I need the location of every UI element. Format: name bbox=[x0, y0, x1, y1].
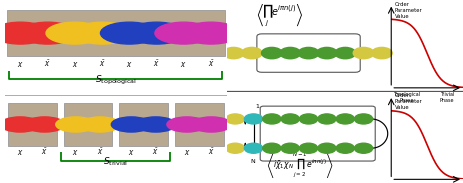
Circle shape bbox=[226, 114, 244, 124]
Circle shape bbox=[128, 22, 186, 44]
Circle shape bbox=[318, 114, 336, 124]
Circle shape bbox=[136, 117, 176, 132]
Circle shape bbox=[0, 117, 40, 132]
Circle shape bbox=[263, 143, 281, 153]
Text: 1: 1 bbox=[256, 104, 260, 109]
Circle shape bbox=[335, 47, 356, 59]
Text: $\bar{\chi}$: $\bar{\chi}$ bbox=[44, 59, 51, 70]
Circle shape bbox=[223, 47, 244, 59]
Text: Topological
Phase: Topological Phase bbox=[394, 92, 420, 103]
Text: $\bar{\chi}$: $\bar{\chi}$ bbox=[153, 59, 160, 70]
FancyBboxPatch shape bbox=[119, 103, 168, 145]
Text: $\bar{\chi}$: $\bar{\chi}$ bbox=[99, 59, 106, 70]
Circle shape bbox=[182, 22, 240, 44]
Text: $\bar{\chi}$: $\bar{\chi}$ bbox=[97, 147, 104, 157]
Text: $\mathit{S}_{\rm topological}$: $\mathit{S}_{\rm topological}$ bbox=[95, 74, 137, 87]
Circle shape bbox=[336, 114, 354, 124]
Circle shape bbox=[73, 22, 131, 44]
FancyBboxPatch shape bbox=[7, 10, 225, 56]
Text: $\mathit{S}_{\rm trivial}$: $\mathit{S}_{\rm trivial}$ bbox=[103, 156, 128, 168]
Circle shape bbox=[0, 22, 50, 44]
Circle shape bbox=[353, 47, 374, 59]
Circle shape bbox=[244, 114, 263, 124]
Circle shape bbox=[226, 143, 244, 153]
Text: $\chi$: $\chi$ bbox=[72, 60, 78, 69]
Circle shape bbox=[354, 143, 373, 153]
Text: $\chi$: $\chi$ bbox=[128, 148, 135, 157]
Text: $\chi$: $\chi$ bbox=[17, 60, 24, 69]
Circle shape bbox=[191, 117, 232, 132]
FancyBboxPatch shape bbox=[175, 103, 224, 145]
Text: $\bar{\chi}$: $\bar{\chi}$ bbox=[208, 147, 215, 157]
Circle shape bbox=[56, 117, 96, 132]
Circle shape bbox=[263, 114, 281, 124]
Circle shape bbox=[371, 47, 392, 59]
Circle shape bbox=[19, 22, 76, 44]
Circle shape bbox=[280, 47, 300, 59]
Circle shape bbox=[167, 117, 207, 132]
Text: $\chi$: $\chi$ bbox=[72, 148, 79, 157]
Text: $\bar{\chi}$: $\bar{\chi}$ bbox=[208, 59, 214, 70]
FancyBboxPatch shape bbox=[8, 103, 57, 145]
Circle shape bbox=[354, 114, 373, 124]
Text: $\bar{\chi}$: $\bar{\chi}$ bbox=[41, 147, 48, 157]
Circle shape bbox=[244, 143, 263, 153]
Circle shape bbox=[298, 47, 319, 59]
Circle shape bbox=[336, 143, 354, 153]
Text: $\left\langle \prod_j e^{i\pi n(j)} \right\rangle$: $\left\langle \prod_j e^{i\pi n(j)} \rig… bbox=[257, 3, 304, 29]
Circle shape bbox=[100, 22, 158, 44]
Circle shape bbox=[242, 47, 262, 59]
Text: $\chi$: $\chi$ bbox=[181, 60, 187, 69]
FancyBboxPatch shape bbox=[63, 103, 113, 145]
Circle shape bbox=[281, 143, 300, 153]
Text: N: N bbox=[250, 159, 255, 164]
Text: $\left\langle i\bar{\chi}_1\chi_N\prod_{j=2}^{N-1}e^{i\pi n(j)}\right\rangle$: $\left\langle i\bar{\chi}_1\chi_N\prod_{… bbox=[266, 151, 334, 181]
Circle shape bbox=[281, 114, 300, 124]
Circle shape bbox=[300, 114, 318, 124]
Text: $\chi$: $\chi$ bbox=[126, 60, 133, 69]
Text: Order
Parameter
Value: Order Parameter Value bbox=[395, 2, 423, 19]
Text: Order
Parameter
Value: Order Parameter Value bbox=[395, 94, 423, 110]
Circle shape bbox=[262, 47, 282, 59]
Circle shape bbox=[318, 143, 336, 153]
Circle shape bbox=[46, 22, 104, 44]
Circle shape bbox=[25, 117, 65, 132]
Circle shape bbox=[80, 117, 120, 132]
Text: Trivial
Phase: Trivial Phase bbox=[440, 92, 455, 103]
Circle shape bbox=[300, 143, 318, 153]
Circle shape bbox=[155, 22, 213, 44]
Text: $\chi$: $\chi$ bbox=[17, 148, 24, 157]
Text: $\chi$: $\chi$ bbox=[183, 148, 190, 157]
Circle shape bbox=[111, 117, 151, 132]
Circle shape bbox=[317, 47, 337, 59]
Text: $\bar{\chi}$: $\bar{\chi}$ bbox=[152, 147, 159, 157]
